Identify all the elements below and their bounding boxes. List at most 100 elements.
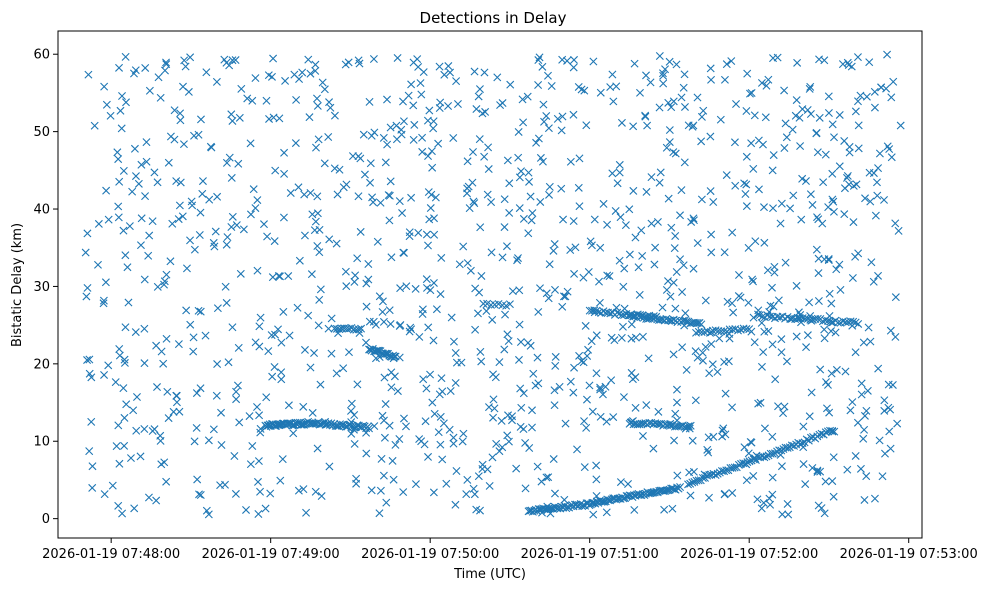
- detection-marker: [396, 284, 405, 293]
- detection-marker: [326, 103, 335, 112]
- detection-marker: [866, 197, 875, 206]
- detection-marker: [364, 275, 373, 284]
- detection-marker: [354, 325, 363, 334]
- detection-marker: [671, 232, 680, 240]
- detection-marker: [516, 422, 525, 431]
- detection-marker: [476, 223, 485, 232]
- detection-marker: [419, 68, 428, 77]
- y-tick-label: 30: [33, 280, 50, 295]
- detection-marker: [482, 307, 491, 316]
- detection-marker: [472, 505, 481, 514]
- detection-marker: [426, 370, 435, 379]
- detection-marker: [741, 459, 750, 468]
- detection-marker: [487, 248, 496, 257]
- detection-marker: [601, 382, 610, 391]
- detection-marker: [813, 213, 822, 222]
- detection-marker: [265, 114, 274, 123]
- detection-marker: [768, 449, 777, 458]
- detection-marker: [784, 510, 793, 519]
- detection-marker: [801, 314, 810, 323]
- detection-marker: [223, 233, 232, 242]
- detection-marker: [734, 270, 743, 279]
- detection-marker: [877, 83, 886, 92]
- detection-marker: [697, 320, 706, 329]
- detection-marker: [628, 375, 637, 384]
- detection-marker: [664, 194, 673, 203]
- detection-marker: [145, 86, 154, 95]
- detection-marker: [277, 338, 286, 347]
- detection-marker: [222, 240, 231, 249]
- detection-marker: [759, 348, 768, 357]
- detection-marker: [487, 198, 496, 207]
- detection-marker: [263, 232, 272, 241]
- detection-marker: [592, 331, 601, 340]
- detection-marker: [411, 480, 420, 489]
- detection-marker: [179, 82, 187, 91]
- detection-marker: [691, 396, 700, 405]
- detection-marker: [469, 148, 477, 156]
- detection-marker: [763, 266, 772, 275]
- detection-marker: [207, 143, 216, 152]
- detection-marker: [108, 481, 117, 490]
- detection-marker: [498, 253, 507, 262]
- detection-marker: [292, 95, 301, 104]
- detection-marker: [162, 270, 171, 279]
- detection-marker: [378, 307, 387, 316]
- detection-marker: [357, 324, 366, 333]
- detection-marker: [306, 188, 315, 197]
- detection-marker: [393, 53, 402, 62]
- detection-marker: [370, 422, 379, 431]
- detection-marker: [440, 70, 449, 79]
- detection-marker: [162, 60, 171, 69]
- detection-marker: [242, 505, 251, 514]
- detection-marker: [409, 101, 418, 110]
- detection-marker: [587, 241, 596, 250]
- detection-marker: [698, 348, 707, 357]
- detection-marker: [534, 307, 543, 316]
- detection-marker: [638, 251, 647, 260]
- detection-marker: [274, 420, 283, 429]
- detection-marker: [829, 207, 838, 216]
- detection-marker: [379, 317, 388, 326]
- detection-marker: [498, 443, 507, 452]
- detection-marker: [860, 411, 869, 420]
- detection-marker: [857, 390, 866, 399]
- detection-marker: [771, 375, 780, 384]
- detection-marker: [849, 317, 858, 326]
- detection-marker: [534, 134, 543, 143]
- detection-marker: [483, 465, 492, 474]
- detection-marker: [407, 325, 416, 334]
- detection-marker: [851, 107, 860, 116]
- detection-marker: [181, 62, 190, 71]
- detection-marker: [251, 204, 260, 213]
- detection-marker: [706, 187, 715, 196]
- detection-marker: [405, 327, 414, 336]
- detection-marker: [894, 226, 903, 235]
- detection-marker: [298, 68, 307, 77]
- detection-marker: [501, 310, 510, 319]
- detection-marker: [658, 69, 667, 78]
- detection-marker: [100, 490, 109, 499]
- detection-marker: [332, 369, 341, 378]
- detection-marker: [152, 496, 161, 505]
- detection-marker: [629, 491, 638, 500]
- detection-marker: [119, 226, 128, 235]
- detection-marker: [677, 93, 686, 102]
- detection-marker: [856, 91, 865, 100]
- detection-marker: [437, 253, 446, 262]
- detection-marker: [769, 151, 778, 160]
- detection-marker: [246, 460, 255, 469]
- detection-marker: [267, 331, 276, 340]
- detection-marker: [547, 81, 556, 90]
- detection-marker: [222, 298, 231, 307]
- detection-marker: [409, 135, 418, 144]
- detection-marker: [580, 463, 589, 472]
- detection-marker: [515, 204, 524, 213]
- detection-marker: [483, 190, 492, 199]
- detection-marker: [245, 412, 254, 421]
- detection-marker: [180, 56, 189, 65]
- detection-marker: [699, 106, 708, 115]
- detection-marker: [99, 296, 108, 305]
- detection-marker: [720, 327, 729, 336]
- detection-marker: [449, 134, 458, 142]
